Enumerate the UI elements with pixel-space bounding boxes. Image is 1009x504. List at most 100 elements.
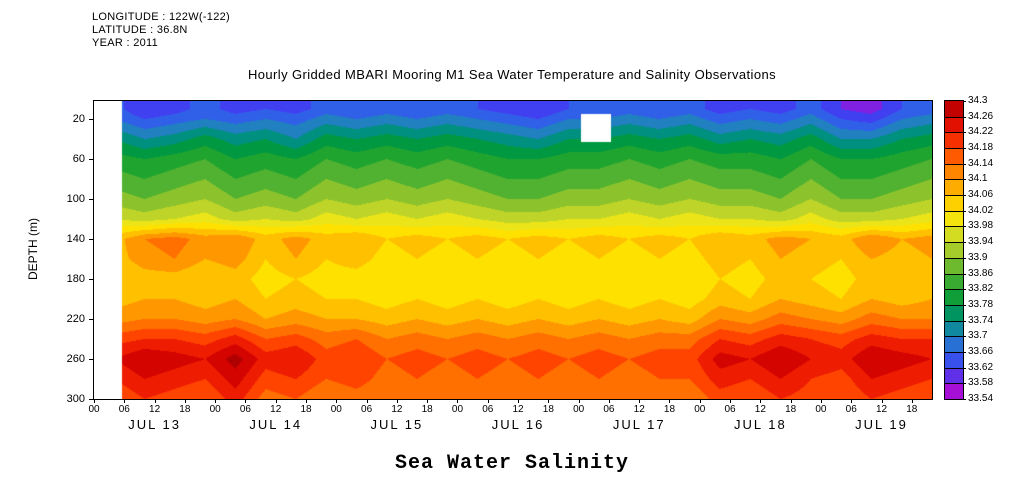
y-axis-title: DEPTH (m): [26, 218, 40, 280]
x-tick-mark: [94, 399, 95, 403]
x-tick-mark: [699, 399, 701, 403]
colorbar-tick-mark: [963, 351, 966, 353]
x-tick-label: 18: [542, 404, 554, 415]
colorbar-cell: [945, 132, 963, 149]
x-tick-label: 00: [330, 404, 342, 415]
x-tick-label: 06: [845, 404, 857, 415]
x-tick-mark: [608, 399, 610, 403]
y-tick-label: 60: [72, 153, 85, 165]
x-tick-mark: [457, 399, 459, 403]
latitude-label: LATITUDE : 36.8N: [92, 24, 188, 36]
x-tick-mark: [154, 399, 156, 403]
colorbar-title: Sea Water Salinity: [394, 452, 630, 475]
colorbar-tick-label: 33.54: [968, 393, 994, 404]
colorbar-cell: [945, 179, 963, 196]
colorbar-tick-label: 34.18: [968, 142, 994, 154]
x-tick-label: 18: [179, 404, 191, 415]
x-tick-label: 12: [875, 404, 888, 415]
x-tick-label: 00: [88, 404, 100, 415]
x-tick-mark: [760, 399, 762, 403]
colorbar-cell: [945, 351, 963, 368]
x-tick-mark: [639, 399, 641, 403]
y-tick-mark: [89, 119, 93, 120]
colorbar-tick-mark: [963, 242, 966, 244]
colorbar-tick-label: 34.26: [968, 110, 994, 122]
colorbar-cell: [945, 257, 963, 274]
colorbar-cell: [945, 116, 963, 133]
x-tick-mark: [730, 399, 732, 403]
colorbar-tick-mark: [963, 226, 966, 228]
colorbar-tick-mark: [963, 148, 966, 150]
header-info: LONGITUDE : 122W(-122) LATITUDE : 36.8N …: [92, 11, 230, 50]
colorbar-cell: [945, 336, 963, 352]
colorbar-tick-label: 33.78: [968, 298, 994, 310]
colorbar-tick-mark: [963, 257, 966, 259]
x-tick-mark: [366, 399, 368, 403]
x-tick-label: 06: [361, 404, 373, 415]
colorbar-tick-mark: [963, 101, 966, 102]
colorbar-tick-mark: [963, 116, 966, 118]
x-tick-label: 18: [421, 404, 433, 415]
colorbar-tick-mark: [963, 210, 966, 212]
y-tick-mark: [89, 239, 93, 240]
x-tick-label: 00: [451, 404, 464, 415]
colorbar-tick-label: 33.58: [968, 377, 994, 389]
x-tick-label: 12: [149, 404, 161, 415]
colorbar-tick-label: 33.9: [968, 251, 988, 263]
x-tick-mark: [275, 399, 277, 403]
y-tick-mark: [89, 279, 93, 280]
colorbar-cell: [945, 163, 963, 180]
y-tick-mark: [89, 359, 93, 360]
y-tick-label: 20: [72, 113, 85, 125]
colorbar-cell: [945, 210, 963, 227]
y-tick-label: 100: [66, 193, 85, 205]
y-tick-mark: [89, 399, 93, 400]
x-tick-mark: [215, 399, 217, 403]
x-tick-label: 12: [633, 404, 645, 415]
colorbar-cell: [945, 226, 963, 243]
x-tick-label: 18: [785, 404, 797, 415]
day-label: JUL 18: [734, 417, 787, 432]
colorbar-tick-mark: [963, 195, 966, 197]
x-tick-mark: [790, 399, 792, 403]
colorbar-tick-mark: [963, 383, 966, 385]
x-tick-mark: [669, 399, 671, 403]
x-tick-label: 06: [239, 404, 251, 415]
colorbar-cell: [945, 195, 963, 211]
x-tick-mark: [820, 399, 822, 403]
colorbar-tick-mark: [963, 304, 966, 306]
day-label: JUL 17: [612, 417, 666, 432]
y-tick-mark: [89, 159, 93, 160]
colorbar-tick-label: 34.22: [968, 126, 994, 138]
x-tick-label: 00: [209, 404, 221, 415]
colorbar-tick-label: 33.62: [968, 361, 994, 373]
colorbar-tick-mark: [963, 179, 966, 181]
colorbar-tick-label: 34.14: [968, 157, 994, 169]
day-label: JUL 13: [128, 417, 181, 432]
x-tick-label: 06: [118, 404, 130, 415]
x-tick-label: 18: [663, 404, 676, 415]
y-tick-label: 140: [66, 233, 85, 245]
x-tick-label: 06: [482, 404, 494, 415]
x-tick-label: 12: [754, 404, 766, 415]
colorbar-tick-mark: [963, 320, 966, 322]
longitude-label: LONGITUDE : 122W(-122): [92, 11, 231, 23]
year-label: YEAR : 2011: [92, 37, 159, 49]
y-tick-mark: [89, 199, 93, 200]
colorbar-tick-mark: [963, 289, 966, 291]
colorbar-tick-label: 33.94: [968, 236, 994, 248]
colorbar-tick-label: 33.66: [968, 345, 994, 357]
x-tick-mark: [548, 399, 550, 403]
x-tick-mark: [578, 399, 580, 403]
colorbar-tick-mark: [963, 132, 966, 134]
heatmap-plot: [93, 100, 933, 400]
x-tick-mark: [184, 399, 186, 403]
x-tick-label: 18: [300, 404, 312, 415]
colorbar-tick-label: 33.82: [968, 283, 994, 295]
x-tick-mark: [396, 399, 398, 403]
x-tick-mark: [911, 399, 913, 403]
day-label: JUL 19: [855, 417, 908, 432]
y-tick-label: 220: [66, 313, 85, 325]
colorbar-tick-label: 33.98: [968, 220, 994, 232]
